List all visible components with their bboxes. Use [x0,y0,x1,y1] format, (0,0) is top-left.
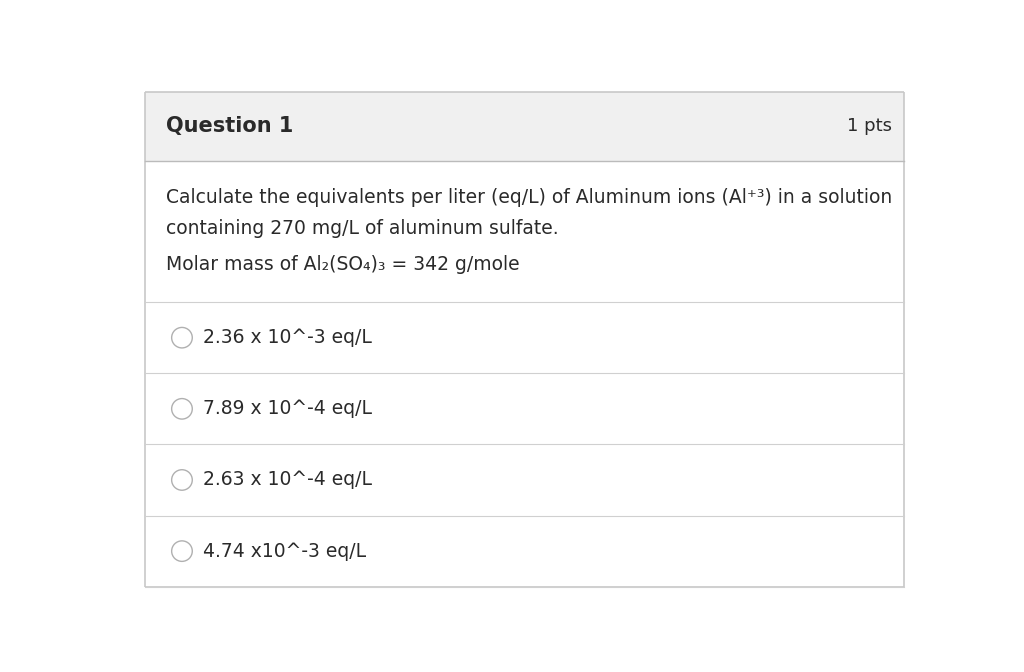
Text: Molar mass of Al₂(SO₄)₃ = 342 g/mole: Molar mass of Al₂(SO₄)₃ = 342 g/mole [166,255,520,274]
FancyBboxPatch shape [145,92,904,161]
Text: 2.36 x 10^-3 eq/L: 2.36 x 10^-3 eq/L [204,328,373,347]
Text: 2.63 x 10^-4 eq/L: 2.63 x 10^-4 eq/L [204,470,373,489]
Text: 7.89 x 10^-4 eq/L: 7.89 x 10^-4 eq/L [204,399,373,419]
Text: containing 270 mg/L of aluminum sulfate.: containing 270 mg/L of aluminum sulfate. [166,218,559,238]
Text: Calculate the equivalents per liter (eq/L) of Aluminum ions (Al⁺³) in a solution: Calculate the equivalents per liter (eq/… [166,187,892,206]
Text: 1 pts: 1 pts [847,118,892,136]
Text: 4.74 x10^-3 eq/L: 4.74 x10^-3 eq/L [204,542,367,560]
Text: Question 1: Question 1 [166,116,294,136]
